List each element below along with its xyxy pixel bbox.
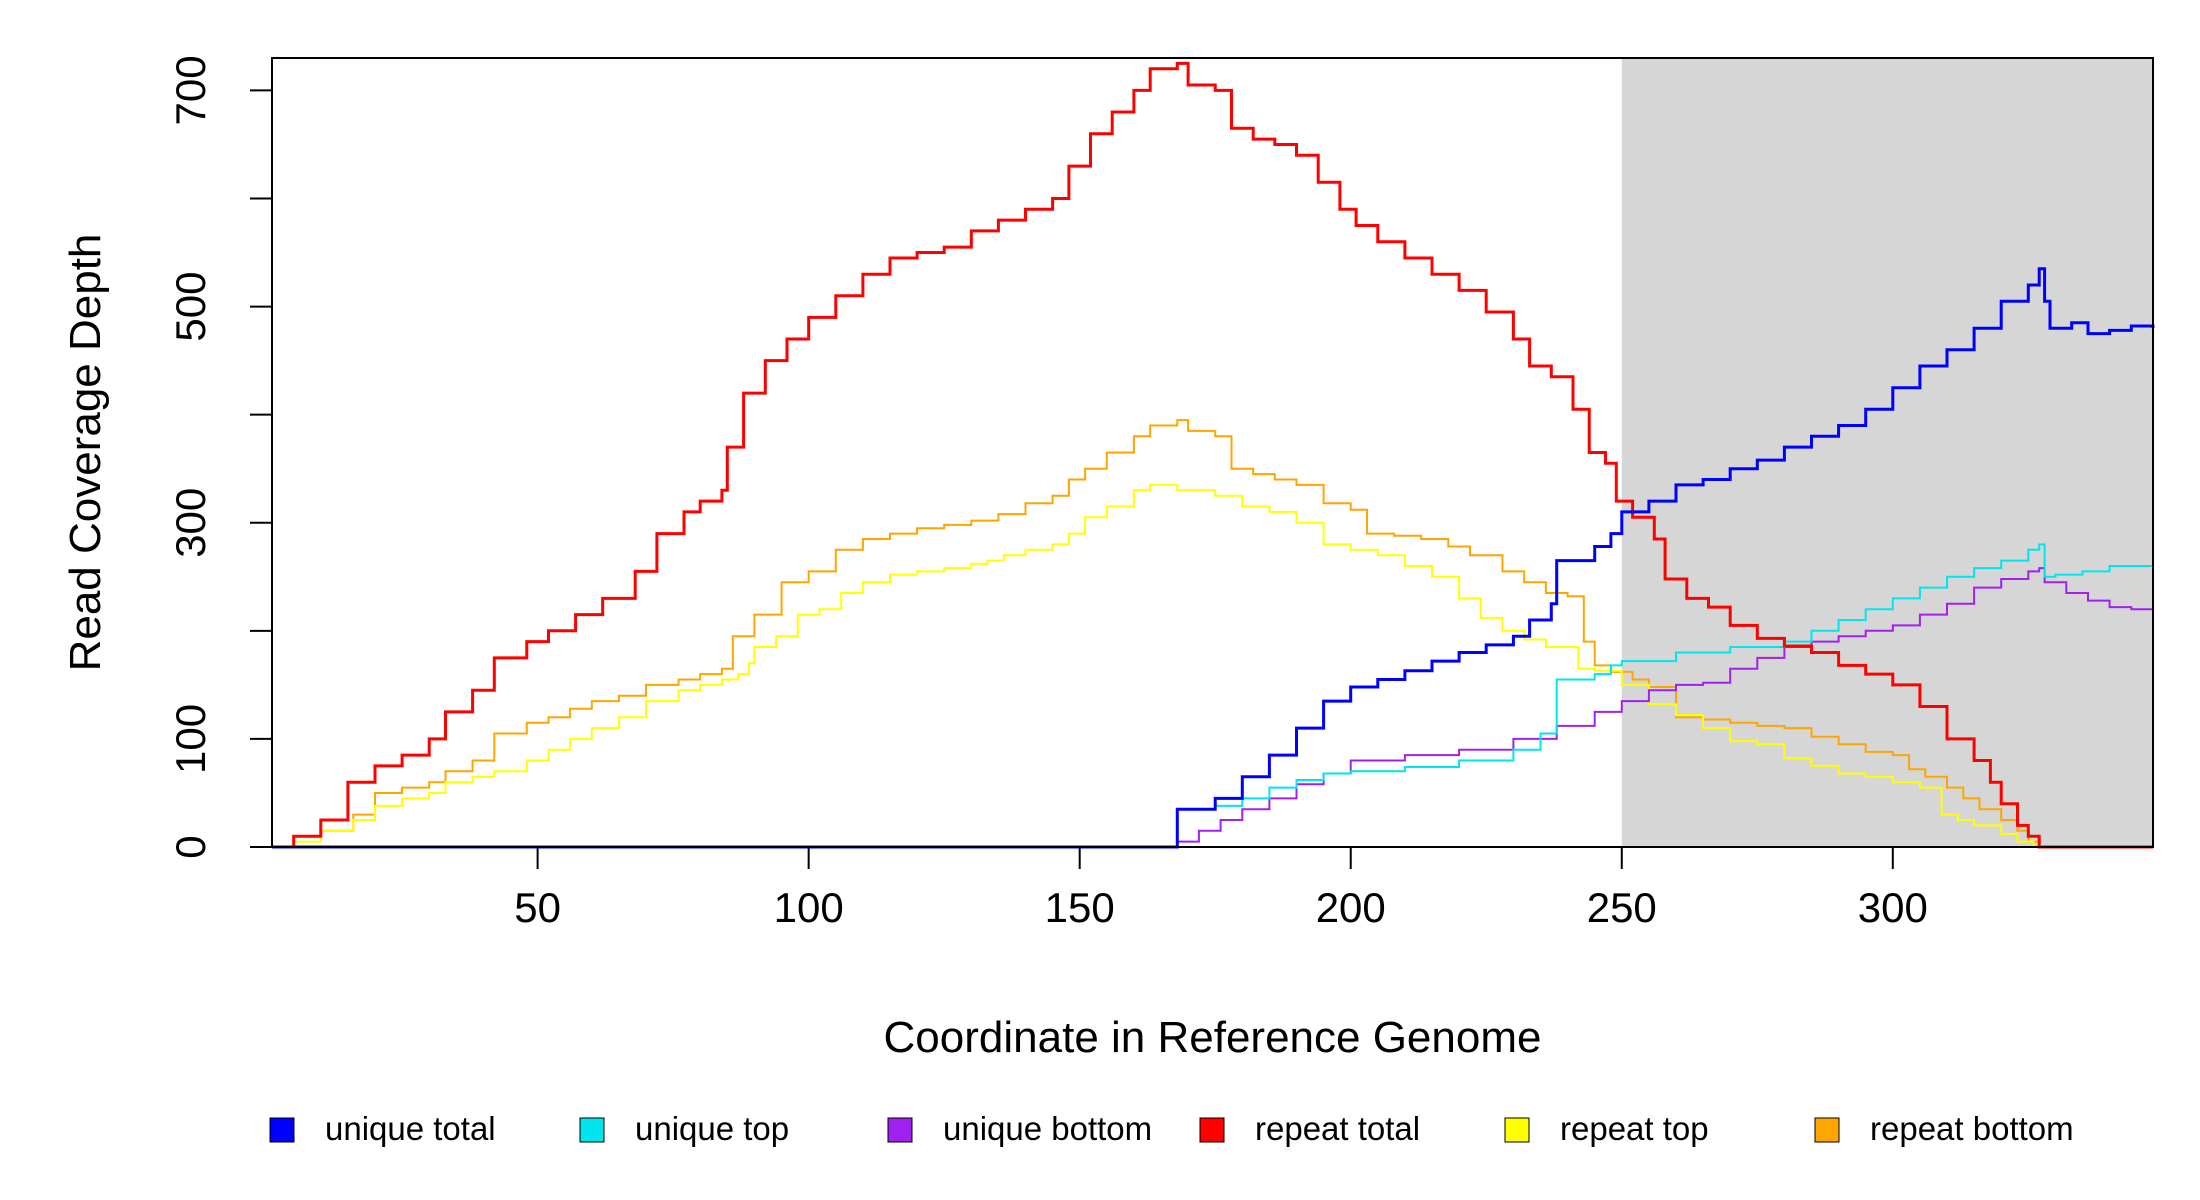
legend-label-unique-bottom: unique bottom [943, 1110, 1152, 1147]
legend-label-repeat-top: repeat top [1560, 1110, 1709, 1147]
series-line-unique-total [272, 267, 2155, 849]
axes: 50 100 150 200 250 300 0 100 300 500 700 [167, 55, 1928, 931]
x-tick-label: 150 [1045, 884, 1115, 931]
series-line-unique-top [272, 543, 2154, 848]
legend-label-unique-top: unique top [635, 1110, 789, 1147]
legend-swatch-repeat-total [1199, 1117, 1225, 1143]
series-lines [272, 61, 2155, 849]
x-tick-label: 100 [774, 884, 844, 931]
x-tick-label: 250 [1587, 884, 1657, 931]
legend-label-unique-total: unique total [325, 1110, 496, 1147]
plot-frame [271, 57, 2154, 848]
x-tick-label: 200 [1316, 884, 1386, 931]
y-tick-label: 100 [167, 704, 214, 774]
series-line-repeat-total [272, 61, 2153, 849]
legend-swatch-unique-bottom [887, 1117, 913, 1143]
legend-swatch-unique-total [269, 1117, 295, 1143]
series-line-repeat-bottom [272, 419, 2153, 848]
legend-swatch-repeat-bottom [1814, 1117, 1840, 1143]
y-tick-label: 0 [167, 835, 214, 858]
legend: unique total unique top unique bottom repea… [269, 1110, 2074, 1147]
x-tick-label: 300 [1858, 884, 1928, 931]
series-line-unique-bottom [272, 567, 2154, 848]
y-axis-title: Read Coverage Depth [61, 234, 110, 672]
legend-swatch-unique-top [579, 1117, 605, 1143]
series-line-repeat-top [272, 483, 2153, 848]
y-tick-label: 500 [167, 272, 214, 342]
legend-label-repeat-bottom: repeat bottom [1870, 1110, 2074, 1147]
x-axis-title: Coordinate in Reference Genome [884, 1013, 1542, 1062]
y-tick-label: 700 [167, 55, 214, 125]
shaded-region [1621, 58, 2153, 847]
legend-label-repeat-total: repeat total [1255, 1110, 1420, 1147]
legend-swatch-repeat-top [1504, 1117, 1530, 1143]
y-tick-label: 300 [167, 488, 214, 558]
x-tick-label: 50 [514, 884, 561, 931]
shaded-region-rect [1621, 58, 2153, 847]
